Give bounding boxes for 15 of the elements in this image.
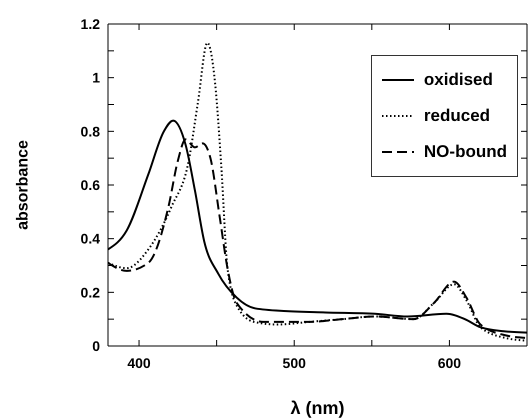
y-tick-label: 1 <box>92 70 100 86</box>
x-tick-label: 500 <box>282 354 306 371</box>
legend-label: reduced <box>424 106 490 126</box>
x-axis-title: λ (nm) <box>290 398 345 418</box>
y-tick-label: 0 <box>92 338 100 354</box>
y-tick-label: 0.6 <box>80 176 100 193</box>
y-tick-label: 0.8 <box>80 123 100 140</box>
y-tick-label: 1.2 <box>80 16 100 32</box>
x-tick-label: 600 <box>438 354 462 371</box>
y-tick-label: 0.4 <box>80 230 100 247</box>
y-axis-title: absorbance <box>14 140 32 230</box>
legend-label: oxidised <box>424 70 493 90</box>
x-tick-label: 400 <box>127 354 151 371</box>
legend-label: NO-bound <box>424 142 507 162</box>
y-tick-label: 0.2 <box>80 284 100 300</box>
